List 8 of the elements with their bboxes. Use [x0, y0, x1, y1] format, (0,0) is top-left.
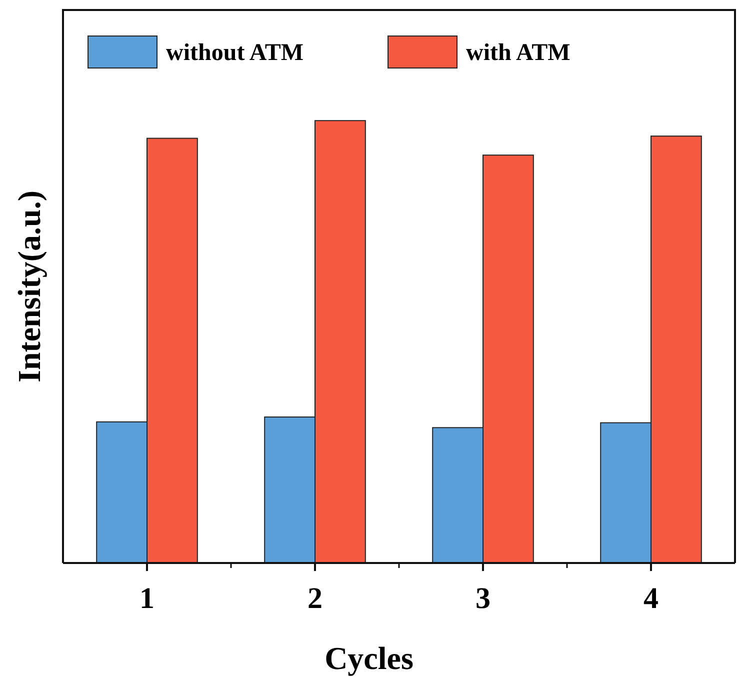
- legend-label: with ATM: [466, 40, 570, 66]
- x-tick-label: 3: [476, 582, 490, 615]
- x-tick-label: 4: [644, 582, 658, 615]
- x-axis-title: Cycles: [324, 640, 414, 676]
- y-axis-title: Intensity(a.u.): [11, 190, 47, 383]
- legend-label: without ATM: [166, 40, 304, 66]
- x-tick-label: 1: [140, 582, 154, 615]
- x-tick-label: 2: [308, 582, 322, 615]
